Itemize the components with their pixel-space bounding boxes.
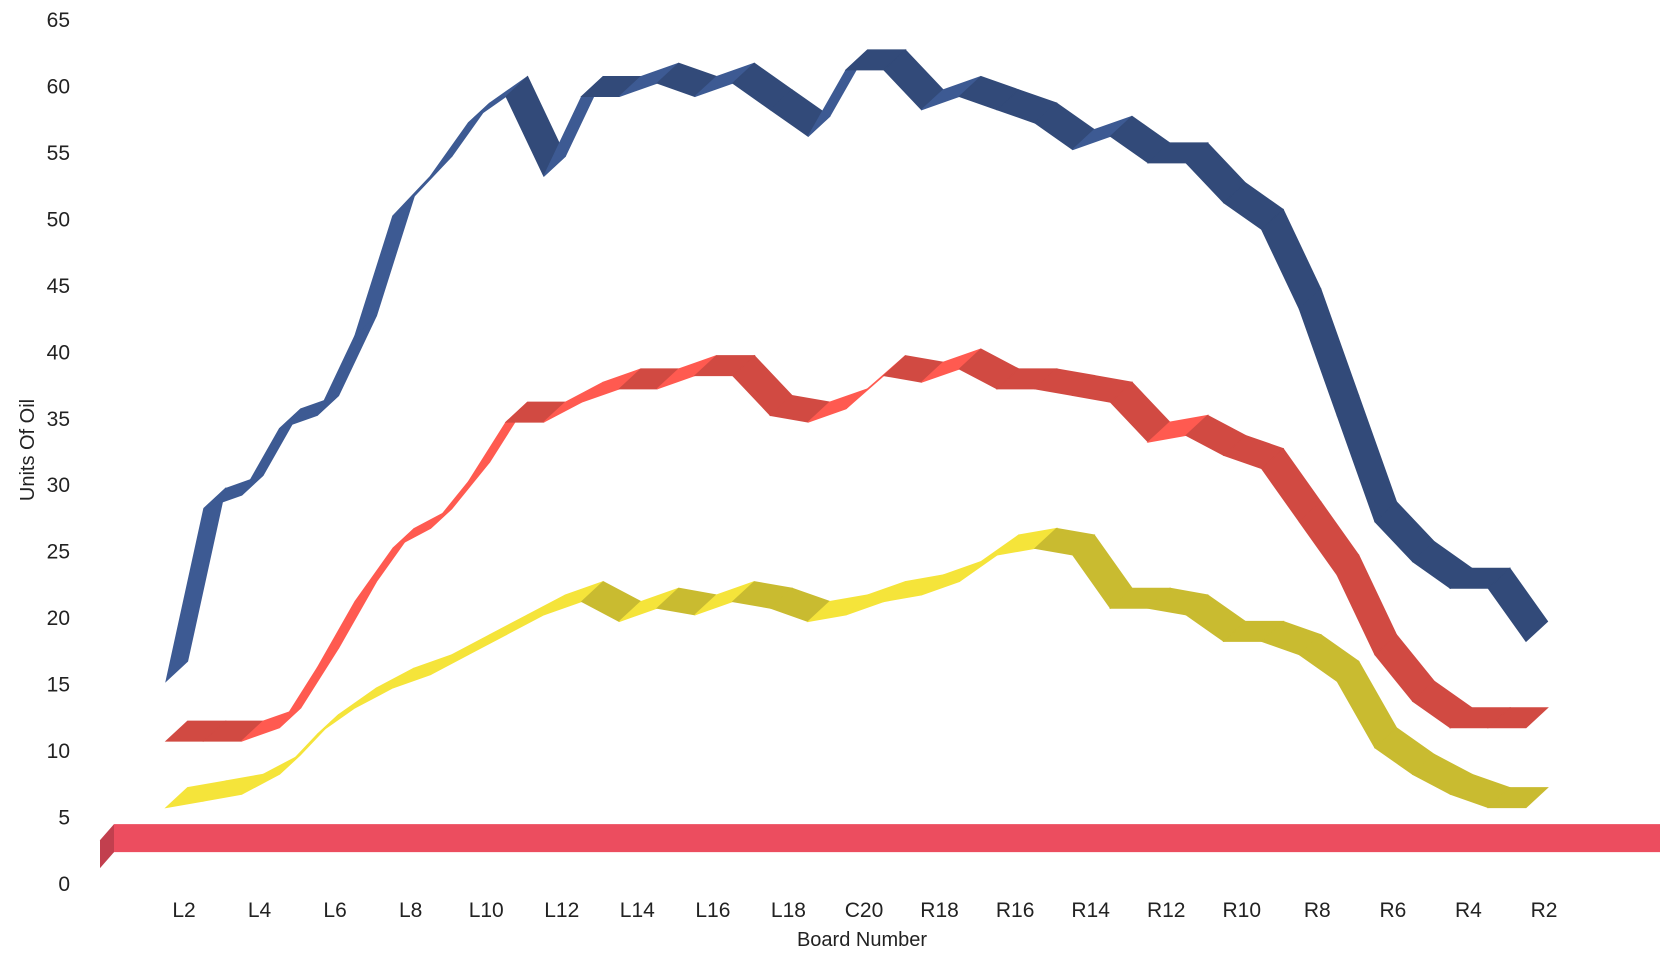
floor-band-group [100,824,1660,869]
x-axis-ticks: L2 L4 L6 L8 L10 L12 L14 L16 L18 C20 R18 R16 R14 R12 R1… [172,899,1557,922]
series-point-segment [165,487,227,683]
x-tick-label: L14 [620,899,655,922]
series-point-segment [392,155,453,217]
y-tick-label: 60 [47,75,70,98]
series-point-segment [316,315,377,416]
series-point-segment [1487,567,1549,643]
y-tick-label: 0 [58,873,70,896]
series-ribbon [164,527,1549,809]
series-point-segment [316,581,377,669]
series-point-segment [316,687,377,735]
series-point-segment [1298,288,1360,417]
series-point-segment [353,194,416,338]
series-point-segment [354,667,415,709]
y-tick-label: 50 [47,208,70,231]
y-tick-label: 30 [47,474,70,497]
floor-band [100,824,1660,869]
series-point-segment [1260,208,1322,310]
y-tick-label: 40 [47,341,70,364]
series-point-segment [1336,660,1398,749]
x-tick-label: R4 [1455,899,1482,922]
y-tick-label: 25 [47,541,70,564]
series-point-segment [392,654,453,689]
y-tick-label: 65 [47,9,70,32]
y-tick-label: 10 [47,740,70,763]
x-tick-label: L4 [248,899,272,922]
series-point-segment [1336,554,1398,656]
x-tick-label: L10 [469,899,504,922]
y-axis-title: Units Of Oil [17,399,39,501]
series-point-segment [958,534,1020,583]
x-tick-label: R12 [1147,899,1186,922]
x-tick-label: R6 [1379,899,1406,922]
x-tick-label: L8 [399,899,422,922]
x-tick-label: R14 [1071,899,1110,922]
y-tick-label: 15 [47,674,70,697]
y-axis-ticks: 0 5 10 15 20 25 30 35 40 45 50 55 60 65 [47,9,70,896]
x-tick-label: C20 [845,899,884,922]
y-tick-label: 5 [58,807,70,830]
series-point-segment [1486,787,1549,809]
series-point-segment [278,647,340,729]
series-point-segment [430,634,491,676]
series-point-segment [1336,394,1398,523]
series-point-segment [430,461,491,529]
x-tick-label: R10 [1223,899,1262,922]
x-axis-title: Board Number [797,929,927,951]
x-tick-label: L6 [323,899,346,922]
x-tick-label: R8 [1304,899,1331,922]
y-tick-label: 35 [47,408,70,431]
floor-band-side [100,824,114,869]
x-tick-label: R2 [1531,899,1558,922]
x-tick-label: R16 [996,899,1035,922]
series-point-segment [505,594,566,636]
series-point-segment [467,614,528,656]
series-ribbon [164,348,1549,742]
series-ribbon [165,49,1549,683]
y-tick-label: 45 [47,275,70,298]
y-tick-label: 20 [47,607,70,630]
floor-band-face [114,824,1660,853]
y-tick-label: 55 [47,142,70,165]
series-group [164,49,1549,809]
x-tick-label: L16 [695,899,730,922]
x-tick-label: L18 [771,899,806,922]
x-tick-label: R18 [920,899,959,922]
x-tick-label: L2 [172,899,195,922]
x-tick-label: L12 [544,899,579,922]
series-point-segment [1486,707,1549,729]
